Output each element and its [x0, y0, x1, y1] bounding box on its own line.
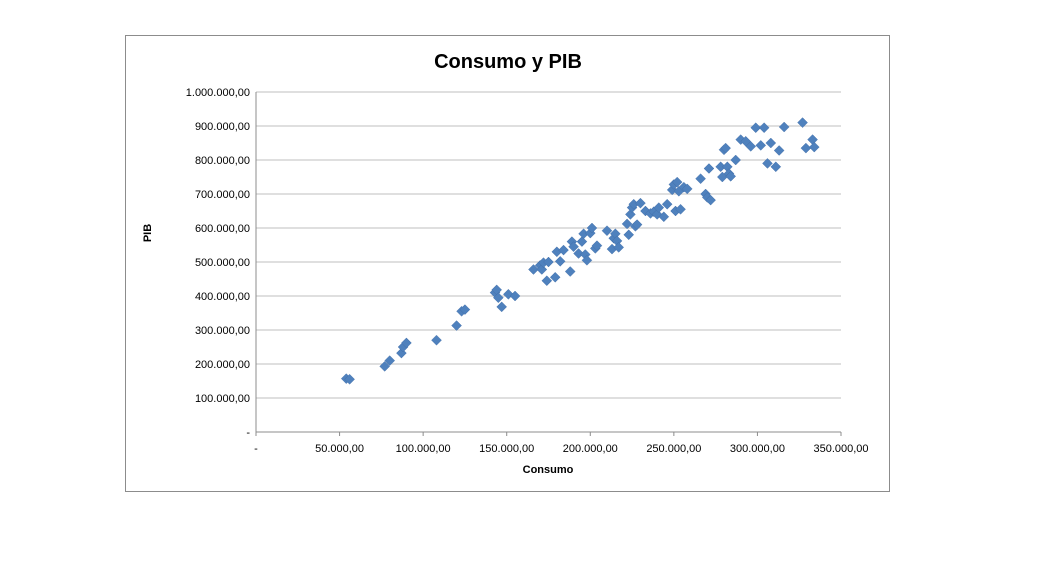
- data-point: [431, 334, 442, 346]
- data-point: [797, 117, 808, 128]
- y-tick-label: 1.000.000,00: [186, 87, 250, 99]
- data-point: [725, 171, 736, 182]
- data-point: [601, 225, 613, 237]
- data-point: [344, 374, 355, 385]
- data-point: [762, 158, 773, 169]
- data-points: [340, 117, 820, 385]
- x-tick-labels: - 50.000,00 100.000,00 150.000,00 200.000,00…: [254, 443, 868, 455]
- data-point: [581, 255, 593, 266]
- data-point: [586, 222, 598, 234]
- data-point: [401, 337, 412, 349]
- data-point: [528, 264, 539, 275]
- data-point: [720, 142, 731, 154]
- x-tick-label: 50.000,00: [315, 443, 364, 455]
- data-point: [451, 320, 462, 331]
- data-point: [493, 292, 504, 303]
- y-tick-label: 500.000,00: [195, 257, 250, 269]
- data-point: [745, 141, 757, 152]
- data-point: [808, 141, 820, 153]
- x-tick-label: 250.000,00: [646, 443, 701, 455]
- y-tick-label: 800.000,00: [195, 155, 250, 167]
- data-point: [541, 275, 553, 286]
- data-point: [671, 176, 683, 188]
- data-point: [568, 241, 579, 252]
- data-point: [750, 122, 762, 133]
- data-point: [509, 290, 521, 302]
- data-point: [653, 202, 665, 213]
- data-point: [695, 173, 706, 184]
- x-tick-label: 350.000,00: [813, 443, 868, 455]
- data-point: [496, 301, 507, 313]
- data-point: [755, 140, 767, 151]
- data-point: [807, 134, 818, 145]
- x-axis-label: Consumo: [523, 464, 574, 476]
- y-tick-label: 300.000,00: [195, 325, 250, 337]
- data-point: [675, 204, 686, 215]
- data-point: [778, 121, 790, 133]
- y-tick-label: 600.000,00: [195, 223, 250, 235]
- y-tick-label: 700.000,00: [195, 189, 250, 201]
- data-point: [576, 236, 588, 247]
- grid-lines: [256, 91, 841, 399]
- y-tick-labels: - 100.000,00 200.000,00 300.000,00 400.000,0…: [186, 87, 251, 439]
- axes: [255, 92, 842, 436]
- data-point: [554, 256, 566, 267]
- data-point: [384, 355, 395, 366]
- x-tick-label: 150.000,00: [479, 443, 534, 455]
- data-point: [379, 361, 390, 372]
- y-tick-label: 400.000,00: [195, 291, 250, 303]
- data-point: [573, 248, 584, 259]
- x-tick-label: 200.000,00: [563, 443, 618, 455]
- data-point: [765, 137, 777, 149]
- y-tick-label: -: [246, 427, 250, 439]
- data-point: [591, 240, 603, 251]
- data-point: [549, 272, 561, 283]
- x-tick-label: 100.000,00: [396, 443, 451, 455]
- data-point: [703, 163, 715, 174]
- data-point: [770, 161, 782, 173]
- scatter-chart: Consumo y PIB - 100.000,00 200.000,00 300.0…: [142, 51, 869, 476]
- data-point: [681, 183, 693, 195]
- data-point: [558, 244, 569, 256]
- data-point: [773, 145, 785, 156]
- data-point: [635, 197, 646, 209]
- chart-title: Consumo y PIB: [434, 51, 582, 73]
- y-tick-label: 200.000,00: [195, 359, 250, 371]
- y-tick-label: 100.000,00: [195, 393, 250, 405]
- data-point: [543, 256, 554, 268]
- data-point: [658, 211, 670, 223]
- data-point: [661, 198, 673, 210]
- data-point: [623, 229, 635, 241]
- data-point: [705, 194, 716, 206]
- data-point: [613, 242, 624, 253]
- data-point: [800, 142, 812, 154]
- data-point: [564, 266, 576, 277]
- y-tick-label: 900.000,00: [195, 121, 250, 133]
- data-point: [631, 219, 643, 230]
- data-point: [621, 218, 633, 230]
- y-axis-label: PIB: [142, 224, 154, 242]
- data-point: [459, 304, 471, 315]
- x-tick-label: -: [254, 443, 258, 455]
- x-tick-label: 300.000,00: [730, 443, 785, 455]
- chart-area: Consumo y PIB - 100.000,00 200.000,00 300.0…: [125, 35, 890, 492]
- data-point: [758, 122, 770, 133]
- data-point: [730, 154, 741, 166]
